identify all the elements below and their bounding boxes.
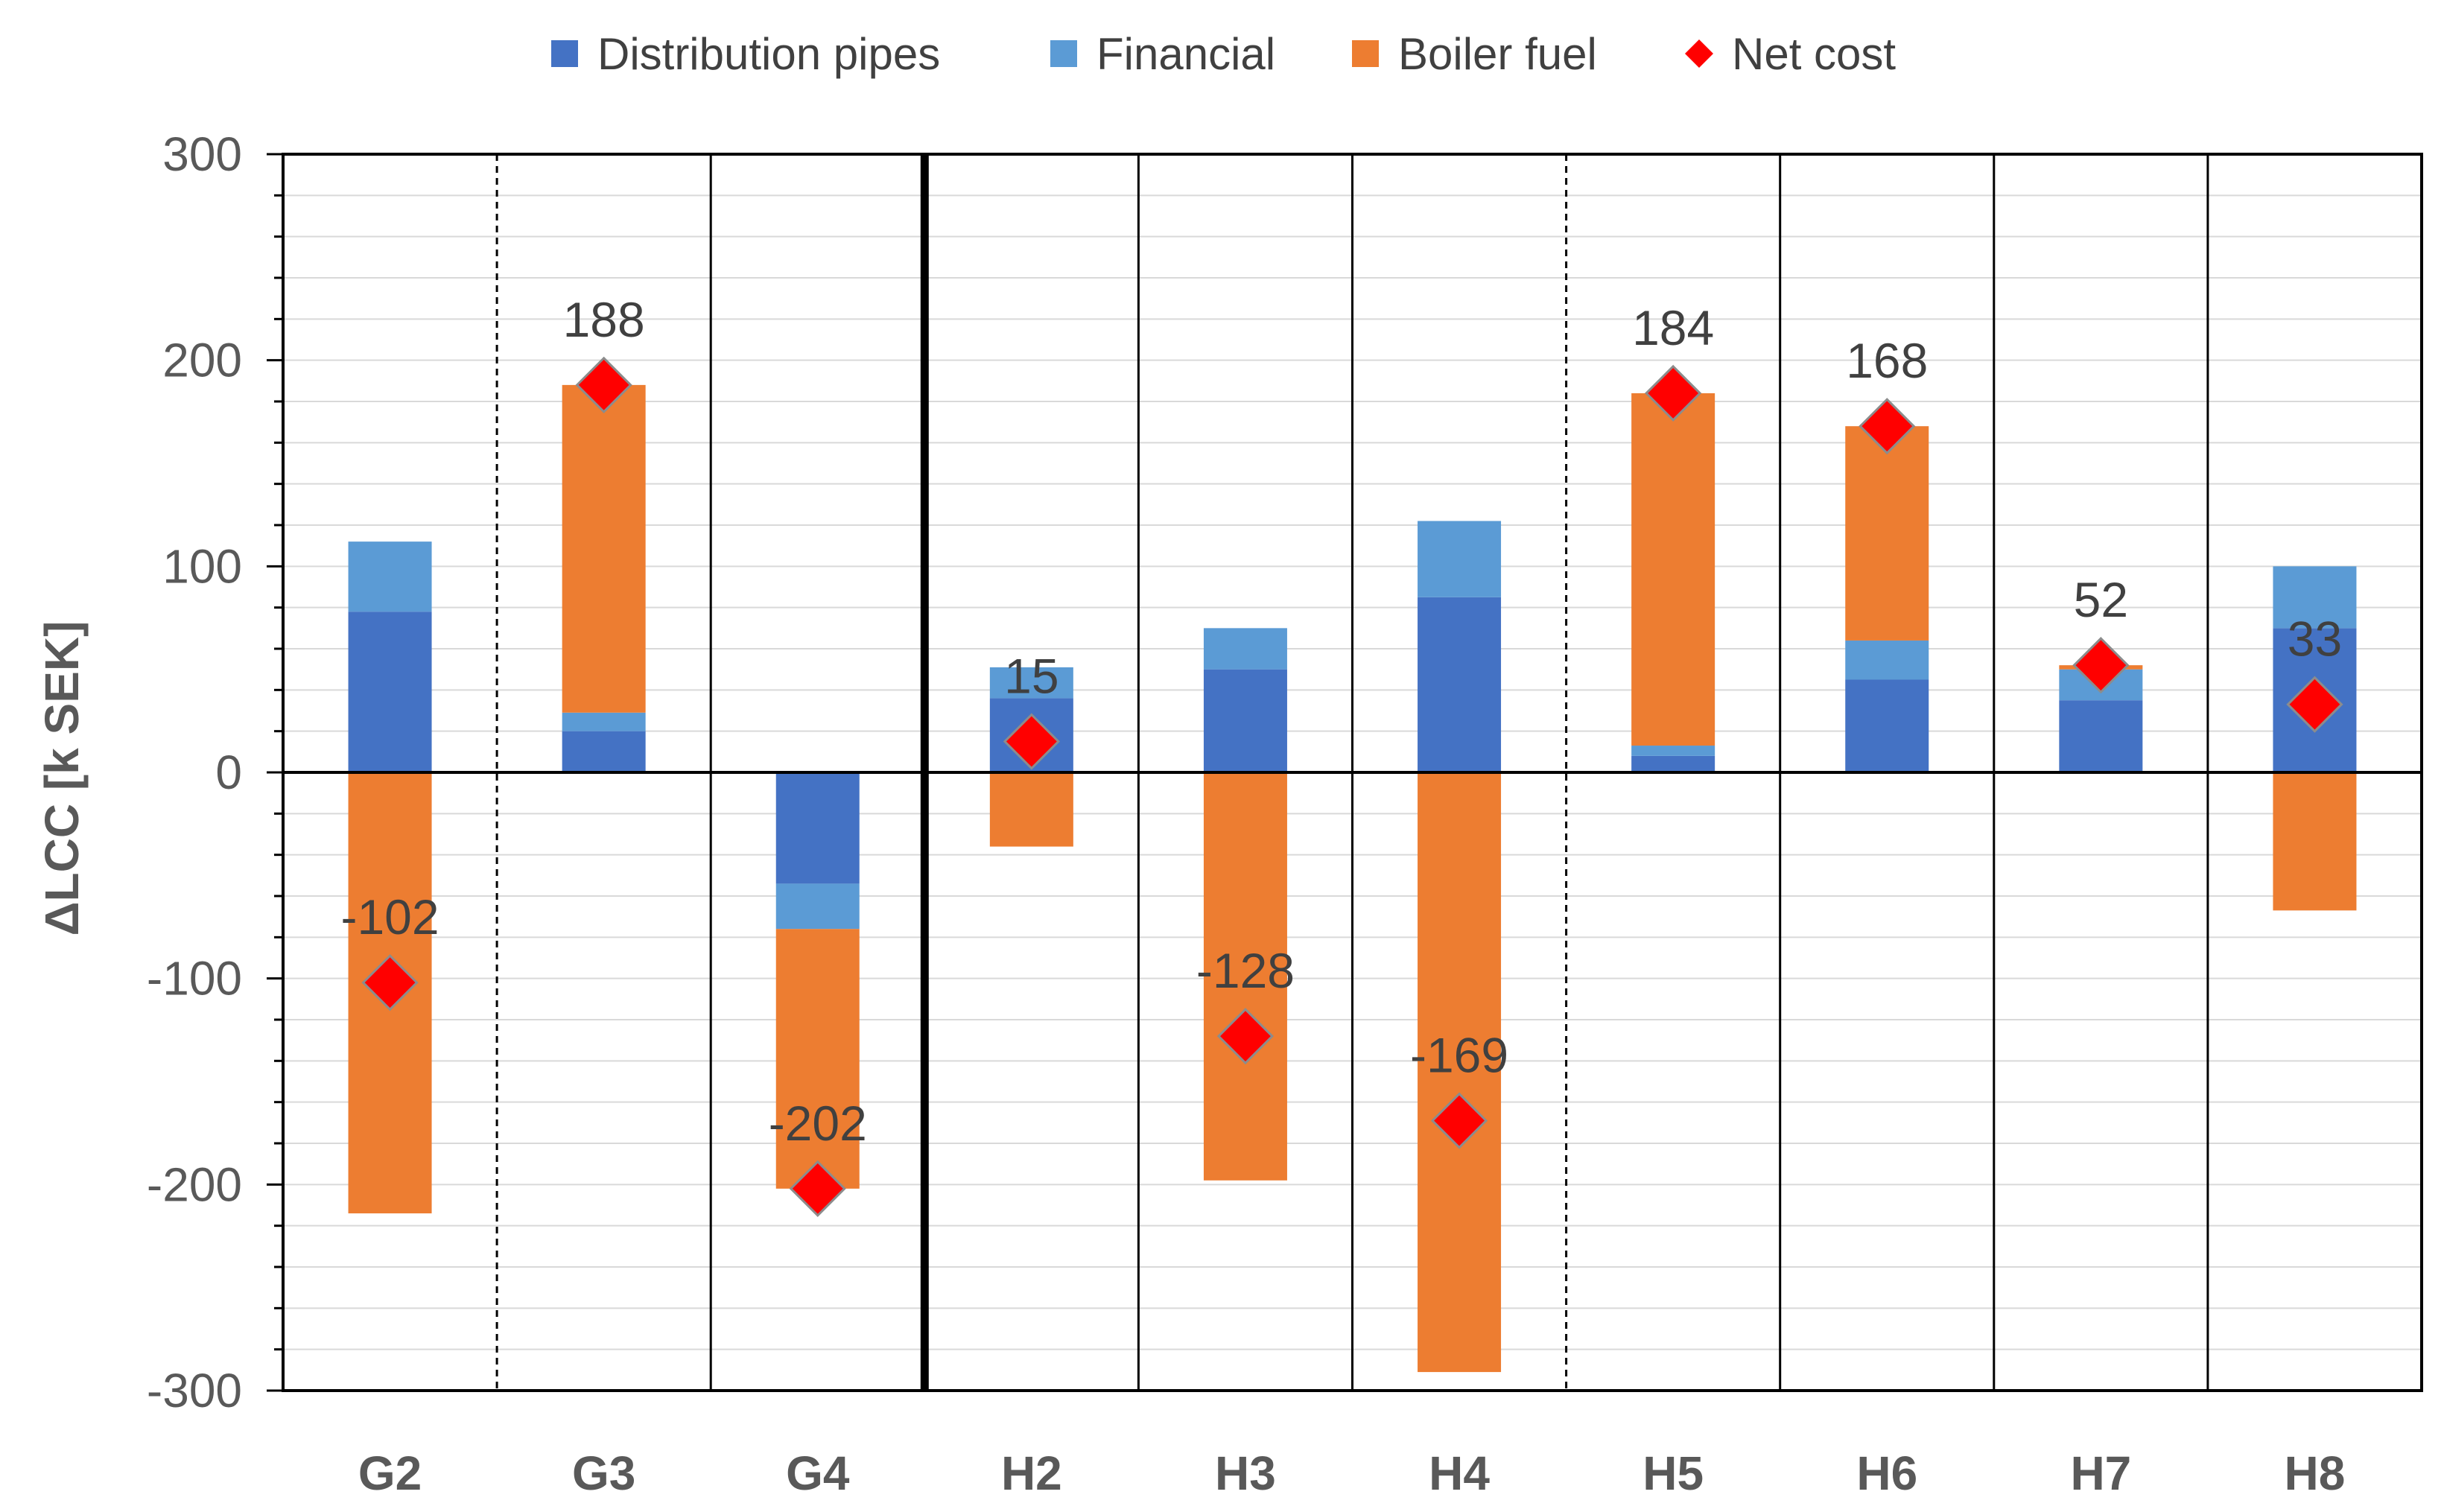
- bar-segment: [562, 384, 646, 713]
- net-cost-marker: [789, 1160, 846, 1217]
- y-tick-label: -200: [147, 1157, 242, 1211]
- net-cost-marker: [575, 356, 632, 413]
- legend-swatch: [1685, 39, 1713, 68]
- legend-swatch: [1352, 40, 1379, 67]
- net-cost-marker: [1859, 398, 1916, 455]
- net-cost-marker: [1216, 1008, 1275, 1065]
- y-tick-label: -300: [147, 1364, 242, 1417]
- data-label: 184: [1632, 300, 1714, 355]
- bar-segment: [348, 541, 432, 612]
- x-tick-label: H4: [1429, 1446, 1490, 1500]
- data-label: -128: [1196, 943, 1295, 998]
- net-cost-marker: [1645, 364, 1702, 422]
- bar-segment: [1418, 772, 1502, 1373]
- net-cost-marker: [1430, 1092, 1488, 1149]
- bar-segment: [562, 731, 646, 772]
- x-tick-label: H5: [1642, 1446, 1704, 1500]
- net-cost-marker: [1003, 713, 1060, 770]
- bar-segment: [775, 929, 860, 1189]
- bar-segment: [1418, 521, 1502, 597]
- y-tick-label: -100: [147, 952, 242, 1006]
- legend-label: Financial: [1096, 29, 1275, 79]
- y-axis: 300 200 100 0 -100 -200 -300: [147, 127, 283, 1417]
- legend-label: Distribution pipes: [597, 29, 940, 79]
- bar-segment: [775, 772, 860, 884]
- legend: Distribution pipes Financial Boiler fuel Ne…: [551, 29, 1896, 79]
- bar-segment: [348, 612, 432, 772]
- data-label: 33: [2288, 612, 2342, 667]
- net-cost-marker: [2072, 637, 2130, 694]
- x-tick-label: H6: [1856, 1446, 1917, 1500]
- bar-segment: [1845, 640, 1929, 680]
- bar-segment: [2273, 772, 2357, 911]
- bar-segment: [1203, 669, 1287, 772]
- y-tick-label: 200: [162, 334, 242, 387]
- data-label: -202: [769, 1096, 867, 1151]
- x-tick-label: G4: [786, 1446, 850, 1500]
- bar-segment: [989, 667, 1073, 699]
- bar-segment: [2273, 566, 2357, 629]
- legend-swatch: [551, 40, 578, 67]
- bar-segment: [989, 772, 1073, 847]
- bar-segment: [1418, 597, 1502, 772]
- net-cost-markers: [361, 356, 2343, 1217]
- x-tick-label: H2: [1001, 1446, 1062, 1500]
- bar-segment: [775, 883, 860, 930]
- bar-segment: [2059, 700, 2143, 772]
- data-label: 52: [2074, 572, 2128, 627]
- y-tick-label: 0: [215, 746, 242, 799]
- data-label: 15: [1004, 649, 1058, 704]
- x-tick-label: G2: [358, 1446, 422, 1500]
- net-cost-marker: [361, 954, 419, 1011]
- bar-segment: [1631, 393, 1715, 746]
- bar-segment: [1203, 772, 1287, 1181]
- bar-segment: [1845, 679, 1929, 772]
- x-tick-label: H3: [1215, 1446, 1276, 1500]
- data-label: 168: [1846, 333, 1928, 388]
- y-tick-label: 300: [162, 127, 242, 181]
- x-tick-label: H8: [2285, 1446, 2346, 1500]
- bar-segment: [1203, 628, 1287, 670]
- bar-segment: [1631, 755, 1715, 772]
- legend-swatch: [1050, 40, 1077, 67]
- net-cost-marker: [2286, 676, 2343, 733]
- bar-segment: [1631, 746, 1715, 756]
- x-tick-label: G3: [572, 1446, 635, 1500]
- data-labels: -102 188 -202 15 -128 -169 184 168 52 33: [340, 292, 2342, 1151]
- x-tick-label: H7: [2070, 1446, 2131, 1500]
- bar-segment: [562, 712, 646, 731]
- bar-segment: [1845, 426, 1929, 641]
- y-tick-label: 100: [162, 539, 242, 593]
- data-label: 188: [563, 292, 645, 347]
- legend-label: Boiler fuel: [1398, 29, 1597, 79]
- x-axis: G2 G3 G4 H2 H3 H4 H5 H6 H7 H8: [358, 1446, 2345, 1500]
- data-label: -169: [1410, 1028, 1508, 1083]
- data-label: -102: [340, 889, 439, 944]
- y-axis-title: ΔLCC [k SEK]: [35, 621, 89, 936]
- legend-label: Net cost: [1732, 29, 1896, 79]
